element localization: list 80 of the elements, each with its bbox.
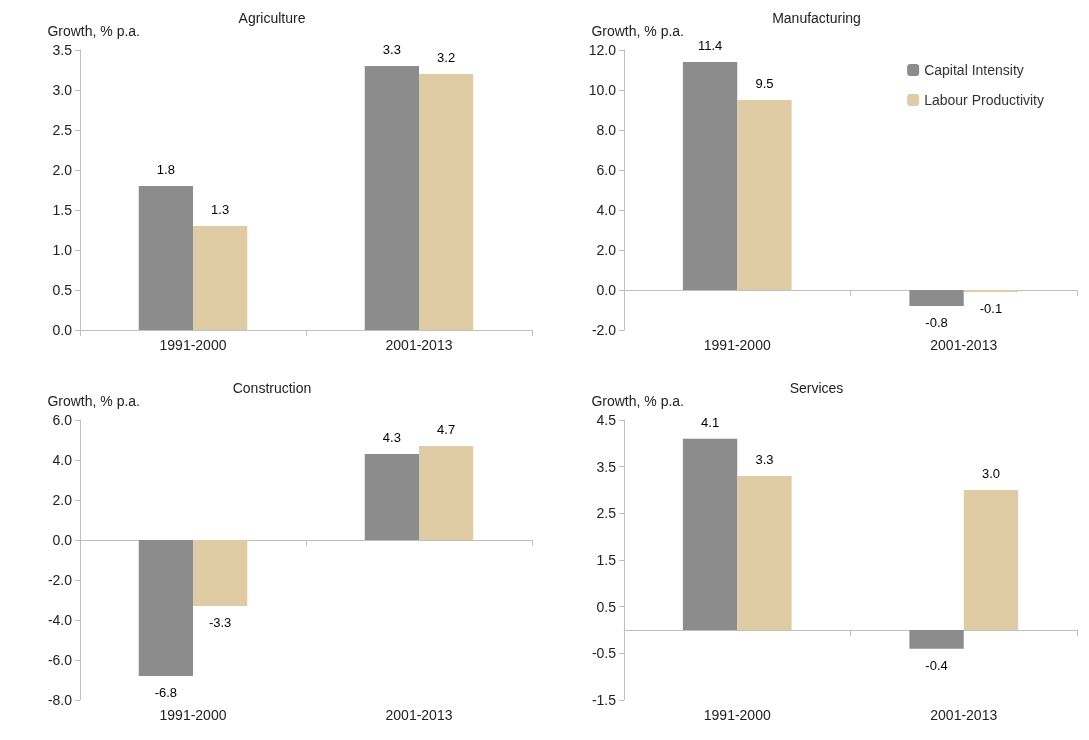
bar — [364, 454, 419, 540]
x-tick-label: 2001-2013 — [930, 337, 998, 353]
bar — [682, 438, 738, 630]
x-tick-label: 2001-2013 — [930, 707, 998, 723]
y-tick-label: 12.0 — [588, 42, 617, 58]
data-label: -0.8 — [925, 315, 948, 330]
data-label: 4.1 — [701, 414, 720, 430]
data-label: 4.3 — [382, 430, 401, 445]
y-tick-label: 0.0 — [52, 322, 73, 338]
x-tick-label: 1991-2000 — [703, 707, 771, 723]
y-tick-label: -6.0 — [47, 652, 73, 668]
y-tick-label: -4.0 — [47, 612, 73, 628]
data-label: 1.3 — [211, 202, 230, 217]
y-tick-label: 1.0 — [52, 242, 73, 258]
y-tick-label: 4.0 — [596, 202, 617, 218]
y-tick-label: 2.5 — [596, 505, 617, 522]
y-tick-label: 6.0 — [52, 412, 73, 428]
data-label: 3.0 — [981, 466, 1000, 481]
y-tick-label: 6.0 — [596, 162, 617, 178]
y-tick-label: -1.5 — [591, 692, 617, 708]
data-label: 9.5 — [755, 76, 774, 91]
data-label: 1.8 — [156, 162, 175, 177]
x-tick-label: 2001-2013 — [385, 337, 453, 353]
bar — [737, 476, 792, 630]
y-tick-label: -2.0 — [47, 572, 73, 588]
data-label: 3.3 — [755, 452, 774, 467]
data-label: 4.7 — [437, 422, 456, 437]
bar — [364, 66, 419, 330]
y-tick-label: 3.5 — [52, 42, 73, 58]
data-label: 3.3 — [382, 42, 401, 57]
y-axis-title: Growth, % p.a. — [47, 23, 140, 39]
x-tick-label: 2001-2013 — [385, 707, 453, 723]
y-tick-label: -2.0 — [591, 322, 617, 338]
y-tick-label: -8.0 — [47, 692, 73, 708]
bar — [138, 540, 193, 676]
bar — [682, 62, 738, 290]
chart-title: Manufacturing — [772, 10, 861, 26]
y-tick-label: 2.0 — [52, 162, 73, 178]
legend-label: Labour Productivity — [924, 92, 1044, 108]
y-tick-label: 0.0 — [596, 282, 617, 298]
y-tick-label: 4.5 — [596, 412, 617, 428]
x-tick-label: 1991-2000 — [703, 337, 771, 353]
bar — [193, 540, 248, 606]
legend-label: Capital Intensity — [924, 62, 1024, 78]
data-label: 3.2 — [437, 50, 456, 65]
y-tick-label: 3.5 — [596, 458, 617, 475]
chart-title: Agriculture — [238, 10, 306, 26]
y-tick-label: 1.5 — [52, 202, 73, 218]
y-tick-label: 3.0 — [52, 82, 73, 98]
data-label: -6.8 — [154, 685, 178, 700]
y-axis-title: Growth, % p.a. — [47, 393, 140, 409]
bar — [193, 226, 248, 330]
bar — [909, 630, 964, 649]
y-tick-label: 2.0 — [52, 492, 73, 508]
y-tick-label: 8.0 — [596, 122, 617, 138]
chart-title: Construction — [232, 380, 312, 396]
bar — [138, 186, 193, 330]
y-tick-label: 0.5 — [52, 282, 73, 298]
bar — [737, 100, 792, 290]
y-tick-label: -0.5 — [591, 645, 617, 662]
data-label: -0.1 — [979, 301, 1003, 316]
data-label: -0.4 — [925, 657, 948, 673]
y-tick-label: 2.5 — [52, 122, 73, 138]
y-tick-label: 2.0 — [596, 242, 617, 258]
x-tick-label: 1991-2000 — [159, 337, 227, 353]
chart-title: Services — [789, 380, 844, 396]
bar — [909, 290, 964, 306]
data-label: 11.4 — [697, 38, 723, 53]
y-axis-title: Growth, % p.a. — [591, 23, 684, 39]
x-tick-label: 1991-2000 — [159, 707, 227, 723]
y-tick-label: 0.5 — [596, 598, 617, 615]
y-tick-label: 10.0 — [588, 82, 617, 98]
y-tick-label: 1.5 — [596, 552, 617, 568]
bar — [419, 74, 474, 330]
bar — [419, 446, 474, 540]
data-label: -3.3 — [208, 615, 232, 630]
y-axis-title: Growth, % p.a. — [591, 393, 684, 409]
bar — [963, 490, 1019, 630]
y-tick-label: 0.0 — [52, 532, 73, 548]
y-tick-label: 4.0 — [52, 452, 73, 468]
